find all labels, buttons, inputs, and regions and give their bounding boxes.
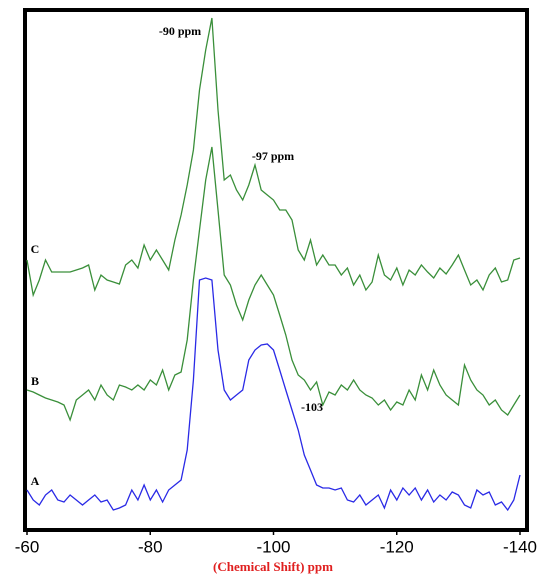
spectrum-line: [26, 146, 521, 422]
plot-frame: [23, 8, 529, 532]
series-label: A: [31, 474, 40, 488]
series-label: C: [31, 242, 40, 256]
annotation: -90 ppm: [159, 24, 201, 38]
x-tick-label: -120: [380, 537, 414, 556]
spectrum-line: [26, 277, 521, 512]
x-tick-label: -60: [15, 537, 40, 556]
annotation: -97 ppm: [252, 149, 294, 163]
annotation: -103: [301, 400, 323, 414]
x-tick-label: -80: [138, 537, 163, 556]
x-tick-label: -100: [256, 537, 290, 556]
x-tick-label: -140: [503, 537, 537, 556]
series-label: B: [31, 374, 39, 388]
x-axis-label: (Chemical Shift) ppm: [213, 559, 333, 574]
spectrum-line: [26, 17, 521, 298]
